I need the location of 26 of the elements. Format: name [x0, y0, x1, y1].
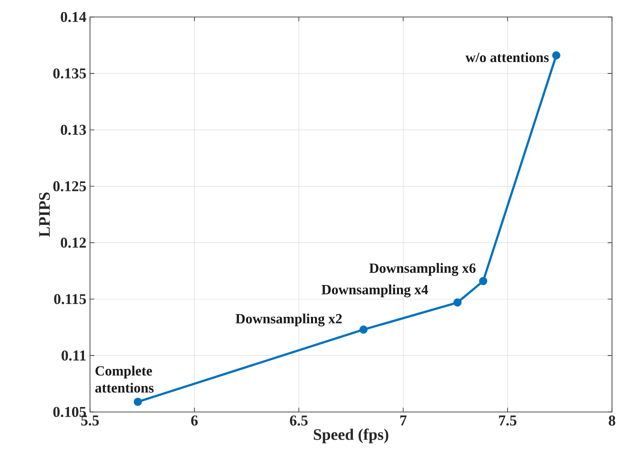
x-tick-label: 8 — [608, 416, 616, 426]
x-tick-label: 6 — [191, 416, 198, 426]
y-tick-label: 0.135 — [53, 68, 86, 79]
annotation: w/o attentions — [465, 52, 549, 62]
y-tick-label: 0.14 — [60, 12, 86, 22]
point — [552, 51, 560, 60]
point — [453, 298, 462, 307]
point — [479, 276, 488, 286]
x-tick-label: 5.5 — [81, 416, 99, 426]
y-tick-label: 0.13 — [60, 124, 86, 135]
annotation: Downsampling x6 — [369, 263, 476, 276]
point — [359, 326, 368, 334]
x-tick-label: 7.5 — [499, 416, 516, 426]
x-tick-label: 6.5 — [290, 416, 308, 426]
y-tick-label: 0.115 — [54, 294, 86, 304]
y-tick-label: 0.12 — [60, 238, 86, 248]
y-tick-label: 0.125 — [53, 181, 86, 192]
annotation: Downsampling x2 — [236, 314, 342, 326]
point — [134, 398, 142, 406]
y-axis-title: LPIPS — [39, 192, 50, 237]
y-tick-label: 0.105 — [53, 406, 86, 418]
x-tick-label: 7 — [400, 416, 407, 426]
annotation: Complete attentions — [95, 366, 154, 393]
y-tick-label: 0.11 — [62, 350, 86, 361]
annotation: Downsampling x4 — [322, 284, 428, 298]
x-axis-title: Speed (fps) — [314, 428, 388, 444]
